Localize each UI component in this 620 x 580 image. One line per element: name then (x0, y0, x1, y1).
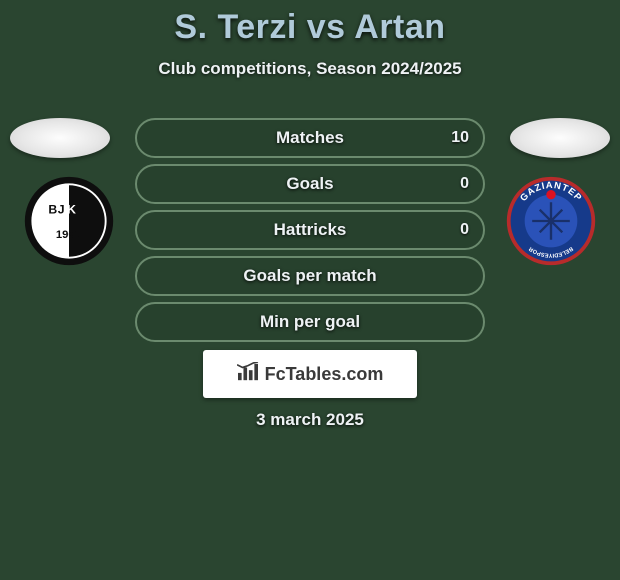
stat-row-min-per-goal: Min per goal (135, 302, 485, 342)
stat-row-goals-per-match: Goals per match (135, 256, 485, 296)
stat-row-goals: Goals 0 (135, 164, 485, 204)
stats-panel: Matches 10 Goals 0 Hattricks 0 Goals per… (135, 118, 485, 348)
svg-text:J: J (58, 202, 65, 216)
stat-right-value: 0 (460, 166, 469, 202)
date-text: 3 march 2025 (0, 410, 620, 430)
player-avatar-left (10, 118, 110, 158)
club-badge-besiktas: B J K 1903 (22, 174, 116, 268)
page-title: S. Terzi vs Artan (0, 8, 620, 47)
svg-text:1903: 1903 (56, 229, 81, 241)
stat-label: Goals (137, 166, 483, 202)
subtitle: Club competitions, Season 2024/2025 (0, 59, 620, 79)
brand-text: FcTables.com (265, 364, 384, 385)
svg-text:K: K (67, 202, 76, 216)
svg-text:B: B (48, 202, 57, 216)
stat-row-hattricks: Hattricks 0 (135, 210, 485, 250)
stat-right-value: 0 (460, 212, 469, 248)
stat-label: Matches (137, 120, 483, 156)
stat-label: Min per goal (137, 304, 483, 340)
player-avatar-right (510, 118, 610, 158)
stat-row-matches: Matches 10 (135, 118, 485, 158)
club-badge-gaziantep: GAZIANTEP BELEDIYESPOR (504, 174, 598, 268)
brand-box: FcTables.com (203, 350, 417, 398)
stat-right-value: 10 (451, 120, 469, 156)
stat-label: Goals per match (137, 258, 483, 294)
bar-chart-icon (237, 362, 259, 387)
stat-label: Hattricks (137, 212, 483, 248)
